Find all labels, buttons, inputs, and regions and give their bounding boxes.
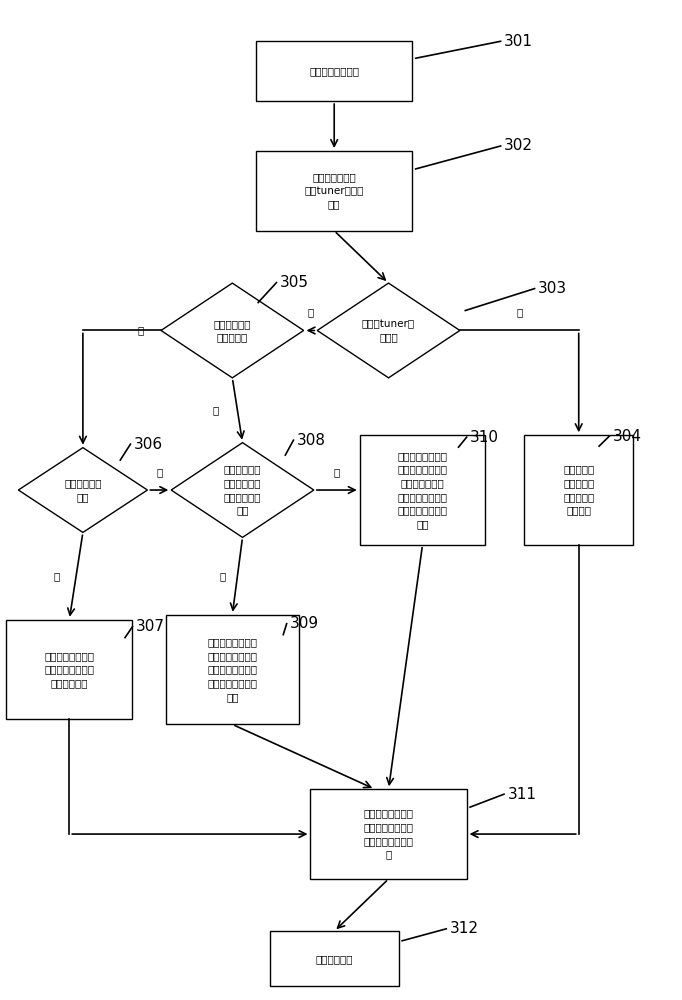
Text: 是: 是	[138, 325, 144, 335]
Text: 306: 306	[134, 437, 163, 452]
Bar	[256, 151, 413, 231]
Bar	[7, 620, 132, 719]
Text: 该终端锁定频
点的剩余带宽
是否满足带宽
需求: 该终端锁定频 点的剩余带宽 是否满足带宽 需求	[224, 465, 261, 515]
Text: 否: 否	[333, 467, 340, 477]
Text: 309: 309	[290, 616, 319, 631]
Text: 返回频点结果: 返回频点结果	[316, 954, 353, 964]
Text: 是否有对应业
务类型频点: 是否有对应业 务类型频点	[213, 319, 251, 342]
Text: 否: 否	[156, 467, 162, 477]
Text: 是: 是	[219, 571, 225, 581]
Bar	[310, 789, 466, 879]
Text: 310: 310	[470, 430, 499, 445]
Text: 否: 否	[516, 308, 522, 318]
Text: 否: 否	[212, 405, 218, 415]
Text: 302: 302	[504, 138, 533, 153]
Bar	[256, 41, 413, 101]
Bar	[166, 615, 299, 724]
Bar	[269, 931, 399, 986]
Text: 否: 否	[308, 308, 314, 318]
Text: 312: 312	[449, 921, 479, 936]
Text: 查找终端对应频
点、tuner状态等
信息: 查找终端对应频 点、tuner状态等 信息	[305, 172, 364, 209]
Text: 接收申请频点消息: 接收申请频点消息	[309, 66, 359, 76]
Text: 该终端tuner是
否空闲: 该终端tuner是 否空闲	[362, 319, 415, 342]
Text: 选择该频点，分配
相应带宽给终端，
以该频点作为该终
端对应业务类型的
频点: 选择该频点，分配 相应带宽给终端， 以该频点作为该终 端对应业务类型的 频点	[207, 637, 257, 702]
Text: 是: 是	[54, 571, 60, 581]
Polygon shape	[317, 283, 460, 378]
Text: 从频点池中
寻找一个足
够该业务带
宽的频点: 从频点池中 寻找一个足 够该业务带 宽的频点	[563, 465, 594, 515]
Text: 直接选择该频点作
为该终端该业务类
型对应的频点: 直接选择该频点作 为该终端该业务类 型对应的频点	[44, 651, 94, 688]
Text: 305: 305	[280, 275, 309, 290]
Bar	[359, 435, 486, 545]
Text: 以终端原锁定频点
的使用带宽加上申
请带宽为带宽需
求，从频点池中选
择满足该带宽需求
频点: 以终端原锁定频点 的使用带宽加上申 请带宽为带宽需 求，从频点池中选 择满足该带…	[398, 451, 447, 529]
Text: 311: 311	[507, 787, 537, 802]
Text: 301: 301	[504, 34, 533, 49]
Text: 修改终端业务类型
对应关系表以及频
点池频点状态等信
息: 修改终端业务类型 对应关系表以及频 点池频点状态等信 息	[364, 809, 413, 859]
Polygon shape	[171, 443, 314, 537]
Text: 308: 308	[297, 433, 326, 448]
Bar	[524, 435, 633, 545]
Text: 304: 304	[612, 429, 642, 444]
Text: 307: 307	[136, 619, 165, 634]
Polygon shape	[18, 448, 147, 532]
Text: 带宽是否满足
需求: 带宽是否满足 需求	[64, 478, 102, 502]
Polygon shape	[161, 283, 303, 378]
Text: 303: 303	[538, 281, 567, 296]
